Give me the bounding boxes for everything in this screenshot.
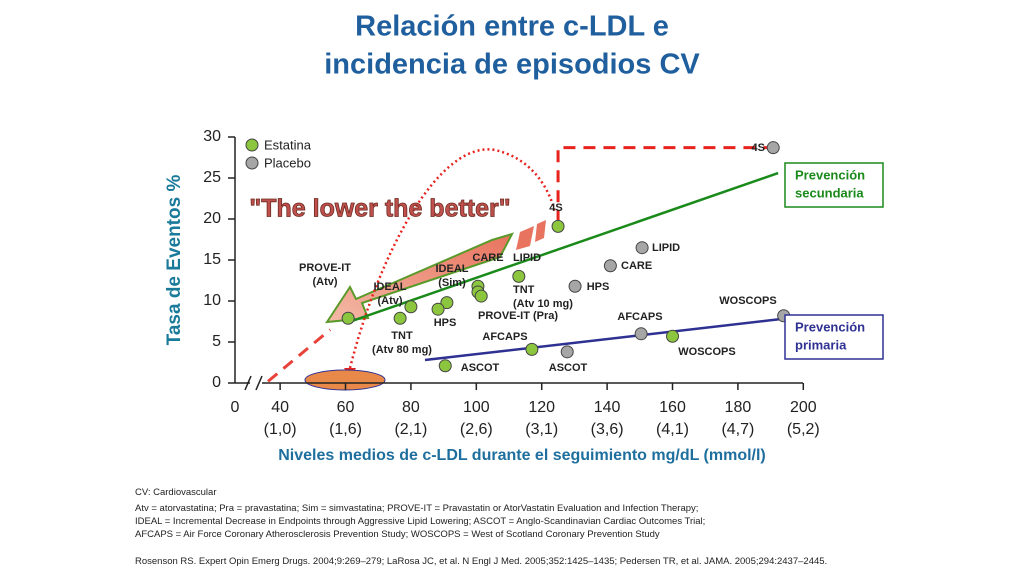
- point-label: (Atv): [377, 295, 402, 307]
- data-point: [634, 327, 648, 341]
- x-tick-label: 140: [594, 399, 621, 416]
- point-label: AFCAPS: [482, 331, 527, 343]
- axis-break: [255, 375, 263, 391]
- box-label: Prevención: [795, 167, 865, 182]
- legend-label: Estatina: [264, 137, 312, 152]
- legend-label: Placebo: [264, 155, 311, 170]
- trend-line: [347, 171, 779, 324]
- title-line: incidencia de episodios CV: [324, 49, 700, 81]
- legend-marker: [245, 138, 259, 152]
- point-label: PROVE-IT: [299, 262, 351, 274]
- y-tick-label: 10: [203, 292, 221, 309]
- y-tick-label: 30: [203, 128, 221, 145]
- data-point: [438, 359, 452, 373]
- point-label: (Atv): [312, 276, 337, 288]
- slogan: "The lower the better": [249, 195, 510, 223]
- data-point: [474, 289, 488, 303]
- point-label: ASCOT: [461, 362, 500, 374]
- y-tick-label: 20: [203, 210, 221, 227]
- point-label: WOSCOPS: [678, 346, 735, 358]
- data-point: [766, 141, 780, 155]
- x-tick-sublabel: (5,2): [787, 421, 820, 438]
- x-tick-label: 160: [659, 399, 686, 416]
- point-label: ASCOT: [549, 362, 588, 374]
- arrow-dash: [516, 226, 534, 250]
- axis-break: [244, 375, 252, 391]
- point-label: PROVE-IT (Pra): [478, 310, 558, 322]
- point-label: IDEAL: [436, 263, 469, 275]
- data-point: [568, 279, 582, 293]
- x-tick-sublabel: (2,6): [460, 421, 493, 438]
- point-label: CARE: [621, 260, 652, 272]
- box-label: primaria: [795, 337, 847, 352]
- point-label: LIPID: [513, 252, 541, 264]
- point-label: 4S: [549, 202, 562, 214]
- footnote: Rosenson RS. Expert Opin Emerg Drugs. 20…: [135, 556, 827, 567]
- trend-line: [556, 146, 769, 223]
- point-label: 4S: [752, 142, 765, 154]
- x-tick-sublabel: (1,6): [329, 421, 362, 438]
- x-tick-label: 80: [402, 399, 420, 416]
- box-label: secundaria: [795, 185, 864, 200]
- x-axis-label: Niveles medios de c-LDL durante el segui…: [278, 447, 766, 464]
- data-point: [404, 300, 418, 314]
- point-label: WOSCOPS: [719, 295, 776, 307]
- x-tick-sublabel: (1,0): [264, 421, 297, 438]
- x-tick-label: 60: [337, 399, 355, 416]
- point-label: TNT: [391, 330, 413, 342]
- x-tick-sublabel: (3,1): [525, 421, 558, 438]
- y-tick-label: 0: [212, 374, 221, 391]
- point-label: (Atv 10 mg): [513, 298, 573, 310]
- data-point: [551, 219, 565, 233]
- trend-line: [424, 316, 796, 362]
- data-point: [341, 311, 355, 325]
- point-label: IDEAL: [374, 281, 407, 293]
- y-tick-label: 15: [203, 251, 221, 268]
- point-label: HPS: [587, 281, 610, 293]
- y-tick-label: 5: [212, 333, 221, 350]
- x-tick-label: 180: [725, 399, 752, 416]
- data-point: [666, 329, 680, 343]
- x-tick-sublabel: (4,1): [656, 421, 689, 438]
- point-label: CARE: [472, 252, 503, 264]
- point-label: (Atv 80 mg): [372, 344, 432, 356]
- data-point: [512, 269, 526, 283]
- y-tick-label: 25: [203, 169, 221, 186]
- x-tick-label: 200: [790, 399, 817, 416]
- point-label: TNT: [513, 284, 535, 296]
- footnote: IDEAL = Incremental Decrease in Endpoint…: [135, 516, 705, 527]
- point-label: AFCAPS: [617, 311, 662, 323]
- data-point: [635, 241, 649, 255]
- x-tick-sublabel: (2,1): [394, 421, 427, 438]
- y-axis-label: Tasa de Eventos %: [164, 175, 185, 346]
- footnote: CV: Cardiovascular: [135, 487, 216, 498]
- data-point: [431, 302, 445, 316]
- data-point: [560, 345, 574, 359]
- data-point: [393, 311, 407, 325]
- big-arrow: [325, 232, 514, 324]
- arrow-dash: [535, 220, 546, 242]
- footnote: AFCAPS = Air Force Coronary Atherosclero…: [135, 529, 660, 540]
- x-tick-label: 40: [271, 399, 289, 416]
- x-break-label: 0: [231, 399, 240, 416]
- x-tick-sublabel: (4,7): [721, 421, 754, 438]
- box-label: Prevención: [795, 319, 865, 334]
- data-point: [440, 296, 454, 310]
- footnote: Atv = atorvastatina; Pra = pravastatina;…: [135, 503, 698, 514]
- dotted-curve: [348, 148, 557, 369]
- title-line: Relación entre c-LDL e: [355, 11, 669, 43]
- legend-marker: [245, 156, 259, 170]
- point-label: LIPID: [652, 242, 680, 254]
- data-point: [525, 342, 539, 356]
- trend-line: [267, 328, 332, 383]
- x-tick-sublabel: (3,6): [591, 421, 624, 438]
- x-tick-label: 120: [528, 399, 555, 416]
- legend-box: [784, 314, 884, 360]
- x-tick-label: 100: [463, 399, 490, 416]
- point-label: HPS: [434, 317, 457, 329]
- data-point: [603, 259, 617, 273]
- point-label: (Sim): [438, 277, 466, 289]
- legend-box: [784, 162, 884, 208]
